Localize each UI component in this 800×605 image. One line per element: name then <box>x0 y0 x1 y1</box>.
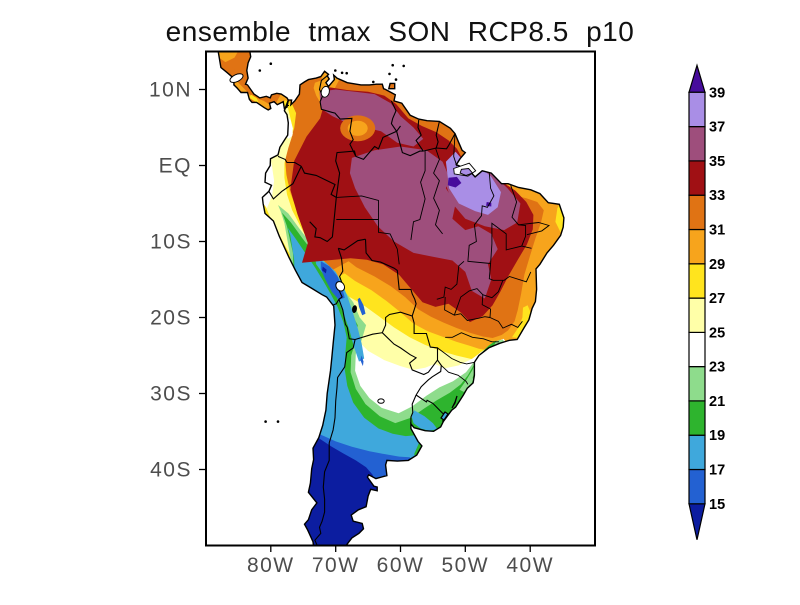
svg-text:40W: 40W <box>506 554 554 577</box>
svg-text:37: 37 <box>709 120 725 136</box>
svg-text:60W: 60W <box>377 554 425 577</box>
svg-text:35: 35 <box>709 154 725 170</box>
svg-text:39: 39 <box>709 85 725 101</box>
svg-text:29: 29 <box>709 257 725 273</box>
svg-text:30S: 30S <box>150 383 192 406</box>
svg-text:31: 31 <box>709 223 725 239</box>
svg-text:27: 27 <box>709 291 725 307</box>
svg-text:21: 21 <box>709 394 725 410</box>
svg-text:25: 25 <box>709 325 725 341</box>
svg-text:33: 33 <box>709 188 725 204</box>
svg-text:50W: 50W <box>441 554 489 577</box>
svg-text:ensemble tmax SON RCP8.5 p10: ensemble tmax SON RCP8.5 p10 <box>166 16 635 47</box>
svg-text:15: 15 <box>709 497 725 513</box>
svg-text:10N: 10N <box>149 79 192 102</box>
svg-text:80W: 80W <box>247 554 295 577</box>
svg-text:70W: 70W <box>312 554 360 577</box>
svg-text:17: 17 <box>709 463 725 479</box>
svg-text:40S: 40S <box>150 459 192 482</box>
svg-text:20S: 20S <box>150 307 192 330</box>
svg-text:19: 19 <box>709 428 725 444</box>
svg-text:10S: 10S <box>150 231 192 254</box>
svg-text:23: 23 <box>709 360 725 376</box>
svg-text:EQ: EQ <box>159 155 192 178</box>
